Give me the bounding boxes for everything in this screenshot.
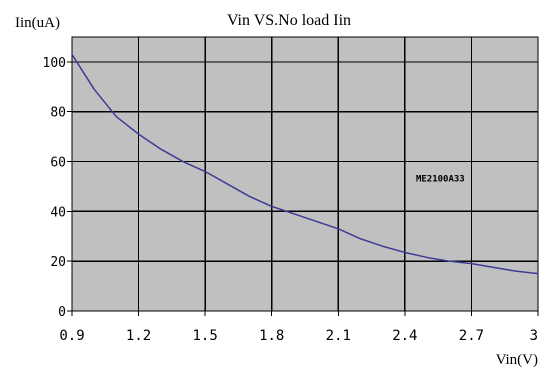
grid-layer: [71, 36, 539, 312]
series-point-0-4: [160, 148, 162, 150]
plot-border: [71, 36, 539, 312]
series-point-0-20: [515, 270, 517, 272]
series-point-0-8: [249, 196, 251, 198]
series-point-0-21: [537, 273, 539, 275]
series-point-0-3: [138, 133, 140, 135]
series-point-0-2: [116, 116, 118, 118]
series-line-0: [71, 53, 539, 275]
series-point-0-5: [182, 161, 184, 163]
x-tick-label-0.9: 0.9: [59, 328, 84, 344]
x-tick-label-2.7: 2.7: [459, 328, 484, 344]
x-tick-label-2.4: 2.4: [392, 328, 417, 344]
series-point-0-13: [360, 238, 362, 240]
series-layer: [71, 53, 539, 275]
x-axis-title: Vin(V): [496, 352, 538, 368]
y-axis-title: Iin(uA): [15, 15, 60, 31]
series-point-0-14: [382, 245, 384, 247]
series-point-0-10: [293, 213, 295, 215]
series-point-0-15: [404, 252, 406, 254]
series-point-0-18: [471, 263, 473, 265]
series-point-0-7: [227, 183, 229, 185]
x-axis-ticks: 0.9 1.2 1.5 1.8 2.1 2.4 2.7 3: [59, 311, 539, 344]
annotation-layer: ME2100A33: [416, 174, 465, 184]
y-tick-label-20: 20: [50, 255, 66, 270]
series-point-0-11: [315, 221, 317, 223]
series-point-0-0: [71, 54, 73, 56]
y-axis-ticks: 0 20 40 60 80 100: [43, 56, 72, 320]
series-point-0-12: [337, 228, 339, 230]
plot-area: [72, 37, 538, 311]
y-tick-label-0: 0: [58, 305, 66, 320]
x-tick-label-1.2: 1.2: [126, 328, 151, 344]
series-point-0-16: [426, 257, 428, 259]
series-point-0-6: [204, 171, 206, 173]
series-point-0-9: [271, 206, 273, 208]
x-tick-label-1.8: 1.8: [259, 328, 284, 344]
series-point-0-1: [93, 89, 95, 91]
x-tick-label-2.1: 2.1: [326, 328, 351, 344]
x-tick-label-3: 3: [530, 328, 538, 344]
chart-title: Vin VS.No load Iin: [227, 12, 351, 29]
y-tick-label-40: 40: [50, 205, 66, 220]
series-point-0-17: [448, 260, 450, 262]
y-tick-label-100: 100: [43, 56, 66, 71]
x-tick-label-1.5: 1.5: [192, 328, 217, 344]
series-point-0-19: [493, 267, 495, 269]
y-tick-label-80: 80: [50, 106, 66, 121]
annotation-label-0: ME2100A33: [416, 174, 465, 184]
y-tick-label-60: 60: [50, 156, 66, 171]
